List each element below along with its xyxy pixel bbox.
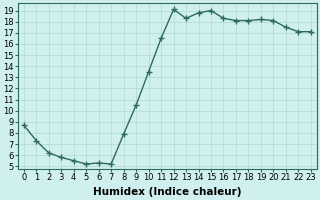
- X-axis label: Humidex (Indice chaleur): Humidex (Indice chaleur): [93, 187, 242, 197]
